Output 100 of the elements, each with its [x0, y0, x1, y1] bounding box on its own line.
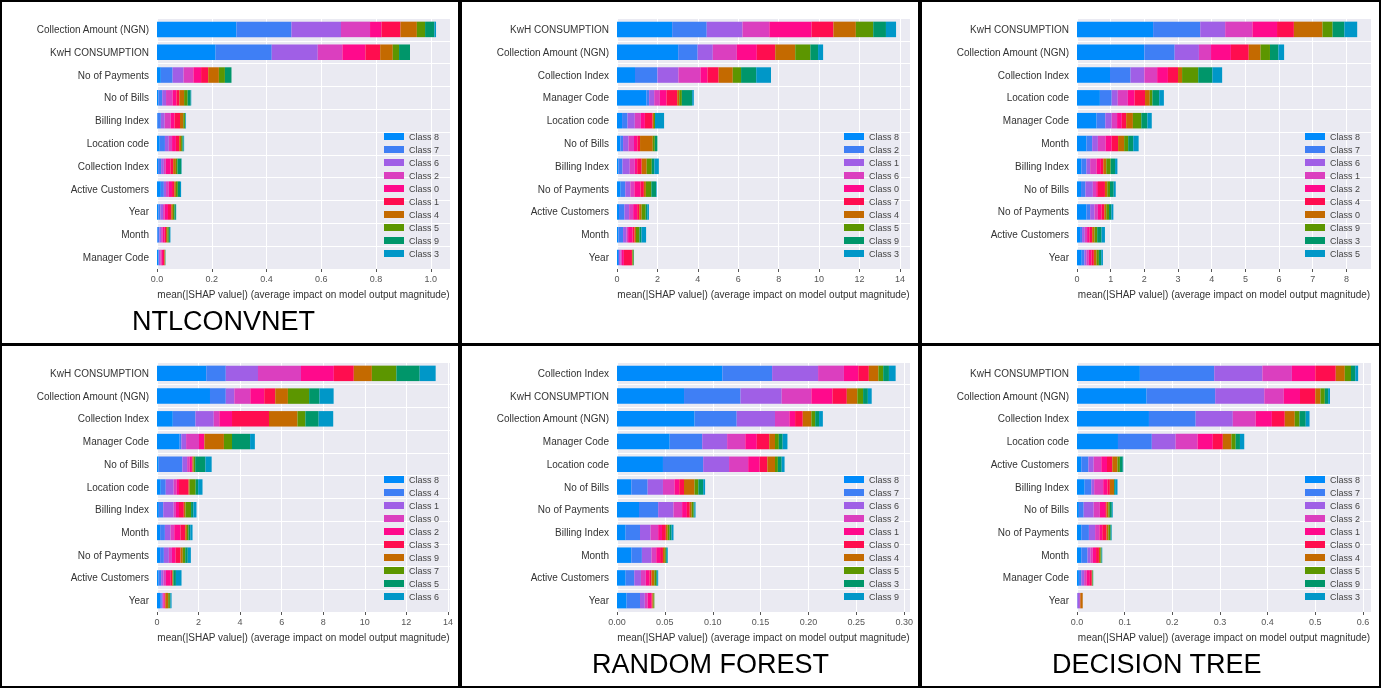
x-tick-label: 1.0	[424, 273, 438, 284]
x-tick-label: 0.2	[1166, 616, 1179, 627]
legend-label: Class 6	[868, 170, 900, 181]
legend-label: Class 5	[408, 578, 440, 589]
x-axis-title: mean(|SHAP value|) (average impact on model output magnitude)	[617, 288, 910, 300]
legend-label: Class 9	[408, 552, 440, 563]
y-tick-label: Billing Index	[95, 115, 149, 127]
y-tick-label: Month	[581, 549, 609, 561]
x-tick-label: 0.6	[315, 273, 328, 284]
legend-label: Class 2	[868, 513, 900, 524]
x-tick-label: 12	[854, 273, 865, 284]
legend-label: Class 7	[1329, 487, 1361, 498]
y-tick-label: Billing Index	[95, 504, 149, 516]
legend-label: Class 4	[408, 209, 440, 220]
x-tick-label: 8	[776, 273, 782, 284]
x-axis-title: mean(|SHAP value|) (average impact on model output magnitude)	[157, 288, 450, 300]
x-tick-label: 3	[1175, 273, 1181, 284]
y-tick-label: Manager Code	[1002, 115, 1070, 127]
y-tick-label: No of Bills	[103, 458, 149, 470]
x-tick-label: 0.5	[1308, 616, 1322, 627]
x-tick-label: 0.25	[847, 616, 866, 627]
legend-label: Class 6	[1329, 500, 1361, 511]
legend-label: Class 4	[1329, 196, 1361, 207]
y-tick-label: Collection Amount (NGN)	[36, 23, 149, 35]
y-tick-label: Active Customers	[530, 206, 609, 218]
y-tick-label: No of Payments	[537, 183, 609, 195]
y-tick-label: Collection Index	[77, 413, 149, 425]
legend-label: Class 4	[868, 552, 900, 563]
x-tick-label: 10	[814, 273, 825, 284]
legend-label: Class 0	[1329, 539, 1361, 550]
y-tick-label: Year	[1048, 252, 1070, 264]
legend-label: Class 2	[408, 526, 440, 537]
x-tick-label: 12	[401, 616, 412, 627]
y-tick-label: Collection Amount (NGN)	[496, 46, 609, 58]
y-tick-label: Year	[588, 595, 610, 607]
x-tick-label: 0.05	[656, 616, 674, 627]
y-tick-label: Billing Index	[1015, 160, 1069, 172]
legend-label: Class 6	[408, 157, 440, 168]
legend-label: Class 7	[868, 487, 900, 498]
y-tick-label: Collection Index	[537, 69, 609, 81]
legend-label: Class 9	[868, 591, 900, 602]
y-tick-label: Active Customers	[530, 572, 609, 584]
y-tick-label: No of Bills	[1023, 504, 1069, 516]
y-tick-label: Month	[581, 229, 609, 241]
y-tick-label: No of Bills	[563, 138, 609, 149]
y-tick-label: KwH CONSUMPTION	[50, 46, 149, 58]
y-tick-label: Collection Index	[997, 69, 1069, 81]
legend-label: Class 0	[868, 183, 900, 194]
legend-label: Class 4	[868, 209, 900, 220]
x-tick-label: 8	[320, 616, 326, 627]
y-tick-label: Collection Amount (NGN)	[496, 413, 609, 425]
x-tick-label: 2	[196, 616, 202, 627]
legend-label: Class 8	[868, 131, 900, 142]
y-tick-label: Manager Code	[82, 436, 150, 448]
y-tick-label: No of Payments	[997, 206, 1069, 218]
legend-label: Class 3	[868, 248, 900, 259]
y-tick-label: Manager Code	[542, 92, 610, 104]
x-tick-label: 0.6	[1356, 616, 1370, 627]
y-tick-label: No of Payments	[537, 504, 609, 516]
y-tick-label: KwH CONSUMPTION	[970, 367, 1069, 379]
x-tick-label: 0.0	[150, 273, 164, 284]
y-tick-label: Manager Code	[1002, 572, 1070, 584]
y-tick-label: No of Payments	[77, 549, 149, 561]
legend-label: Class 2	[1329, 183, 1361, 194]
legend-label: Class 6	[408, 591, 440, 602]
legend-label: Class 5	[1329, 248, 1361, 259]
x-tick-label: 0.20	[799, 616, 818, 627]
legend-label: Class 7	[868, 196, 900, 207]
legend-label: Class 9	[868, 235, 900, 246]
y-tick-label: Location code	[1006, 436, 1070, 448]
x-tick-label: 0.30	[895, 616, 914, 627]
legend-label: Class 1	[868, 157, 900, 168]
x-tick-label: 2	[1141, 273, 1147, 284]
x-tick-label: 0	[1074, 273, 1080, 284]
y-tick-label: Collection Index	[537, 367, 609, 379]
x-tick-label: 0.8	[369, 273, 383, 284]
y-tick-label: Year	[128, 206, 150, 218]
legend-label: Class 8	[868, 474, 900, 485]
text: NTLCONVNET	[132, 305, 316, 336]
y-tick-label: No of Bills	[103, 92, 149, 104]
y-tick-label: Billing Index	[1015, 481, 1069, 493]
legend-label: Class 5	[408, 222, 440, 233]
text: RANDOM FOREST	[592, 648, 830, 679]
y-tick-label: Active Customers	[70, 572, 149, 584]
x-tick-label: 0.0	[1070, 616, 1084, 627]
legend-label: Class 3	[408, 248, 440, 259]
legend-label: Class 8	[1329, 131, 1361, 142]
x-tick-label: 4	[695, 273, 701, 284]
legend-label: Class 6	[1329, 157, 1361, 168]
legend-label: Class 2	[868, 144, 900, 155]
y-tick-label: Collection Index	[77, 160, 149, 172]
x-tick-label: 6	[1276, 273, 1282, 284]
legend-label: Class 0	[1329, 209, 1361, 220]
legend-label: Class 9	[1329, 222, 1361, 233]
legend-label: Class 5	[868, 565, 900, 576]
legend-label: Class 8	[408, 131, 440, 142]
y-tick-label: Year	[588, 252, 610, 264]
y-tick-label: Collection Index	[997, 413, 1069, 425]
y-tick-label: Collection Amount (NGN)	[956, 46, 1069, 58]
legend-label: Class 2	[1329, 513, 1361, 524]
